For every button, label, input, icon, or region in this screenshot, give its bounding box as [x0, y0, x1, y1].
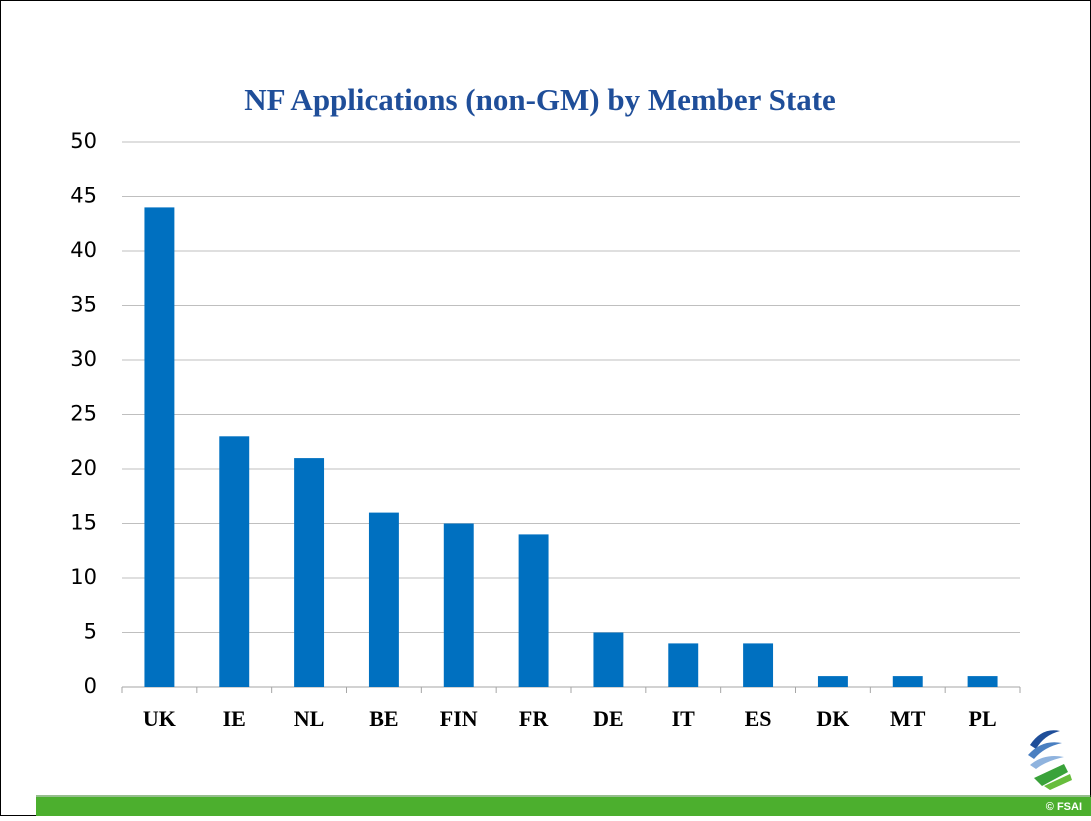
y-tick-label: 30 — [70, 347, 97, 371]
y-tick-label: 20 — [70, 456, 97, 480]
x-tick-label: IT — [672, 706, 696, 731]
x-tick-label: NL — [294, 706, 325, 731]
bar — [294, 458, 325, 687]
x-tick-label: FR — [519, 706, 549, 731]
x-tick-label: IE — [223, 706, 246, 731]
bar — [219, 436, 250, 687]
x-tick-label: MT — [890, 706, 926, 731]
bar — [368, 512, 399, 687]
y-tick-label: 25 — [70, 402, 97, 426]
bar — [892, 676, 923, 687]
chart-title: NF Applications (non-GM) by Member State — [244, 82, 836, 117]
x-tick-label: BE — [369, 706, 398, 731]
y-tick-label: 40 — [70, 238, 97, 262]
bar — [443, 523, 474, 687]
bar — [593, 632, 624, 687]
y-tick-label: 5 — [84, 620, 97, 644]
x-tick-label: PL — [969, 706, 997, 731]
x-tick-label: FIN — [440, 706, 478, 731]
logo — [1028, 730, 1072, 790]
y-tick-label: 15 — [70, 511, 97, 535]
x-tick-label: ES — [745, 706, 772, 731]
y-tick-label: 35 — [70, 293, 97, 317]
footer-bar — [36, 797, 1091, 816]
x-tick-label: DE — [593, 706, 624, 731]
bar — [144, 207, 175, 687]
y-tick-label: 45 — [70, 184, 97, 208]
x-tick-label: UK — [143, 706, 176, 731]
y-tick-label: 0 — [84, 674, 97, 698]
copyright: © FSAI — [1046, 801, 1082, 813]
bar — [967, 676, 998, 687]
x-tick-label: DK — [816, 706, 849, 731]
bar — [518, 534, 549, 687]
y-tick-label: 10 — [70, 565, 97, 589]
bar — [668, 643, 699, 687]
bar — [743, 643, 774, 687]
bar — [817, 676, 848, 687]
y-tick-label: 50 — [70, 129, 97, 153]
